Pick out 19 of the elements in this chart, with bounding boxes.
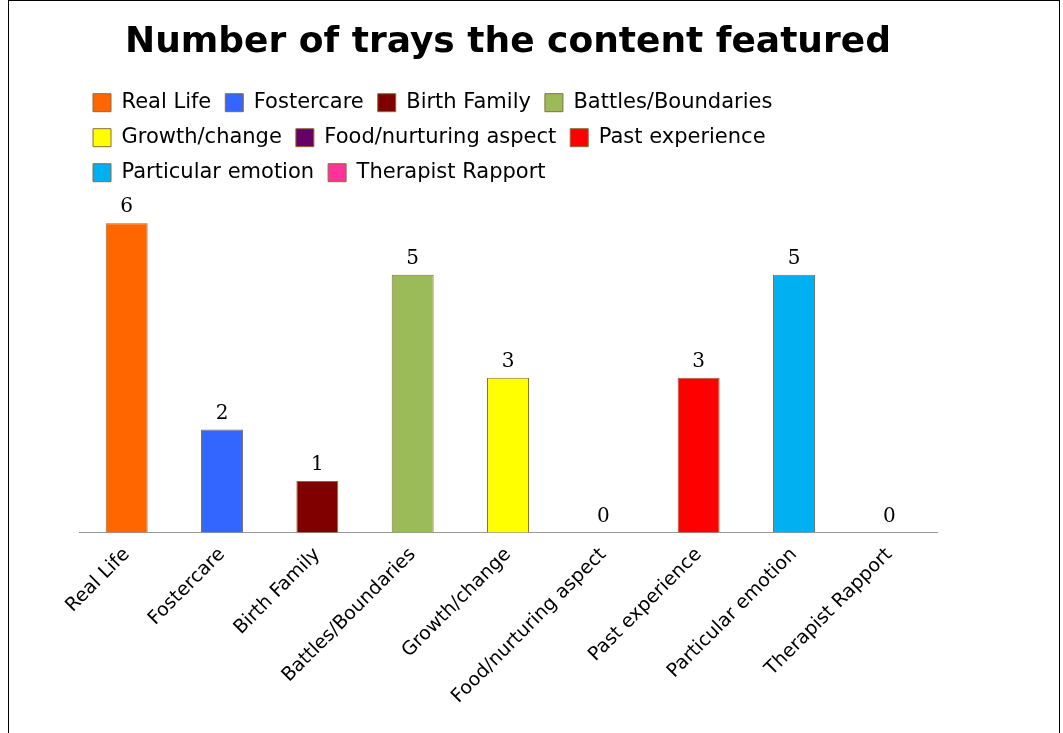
legend-label: Particular emotion [121, 159, 315, 184]
legend-label: Battles/Boundaries [573, 89, 773, 114]
legend-label: Therapist Rapport [355, 159, 546, 184]
data-label: 5 [406, 244, 420, 269]
data-label: 2 [215, 399, 229, 424]
legend-label: Fostercare [253, 89, 364, 114]
data-label: 0 [596, 502, 610, 527]
data-label: 3 [692, 348, 706, 373]
legend-label: Real Life [121, 89, 212, 114]
legend-label: Growth/change [121, 124, 282, 149]
data-label: 5 [787, 244, 801, 269]
data-label: 1 [310, 451, 324, 476]
chart-title: Number of trays the content featured [125, 18, 891, 60]
data-label: 3 [501, 348, 515, 373]
legend-label: Past experience [598, 124, 766, 149]
data-label: 6 [120, 193, 134, 218]
legend-label: Birth Family [406, 89, 531, 114]
data-label: 0 [882, 502, 896, 527]
legend-label: Food/nurturing aspect [324, 124, 557, 149]
